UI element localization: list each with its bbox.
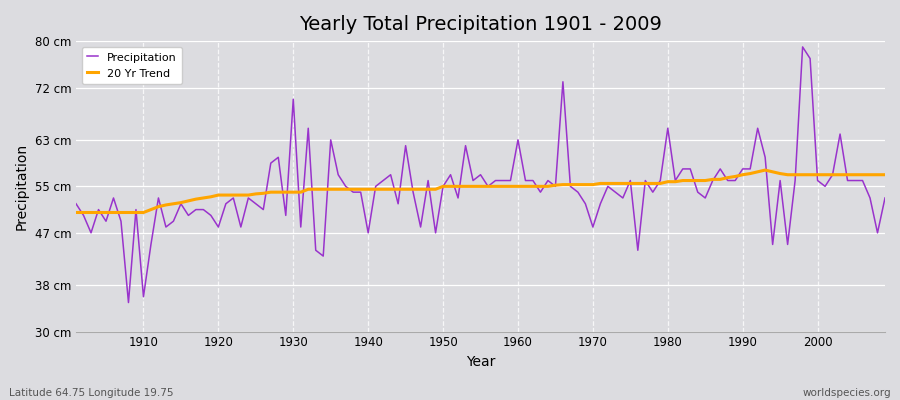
Precipitation: [70, 201, 81, 206]
Precipitation: [797, 44, 808, 49]
20 Yr Trend: [295, 190, 306, 194]
Line: 20 Yr Trend: 20 Yr Trend: [76, 170, 885, 212]
Legend: Precipitation, 20 Yr Trend: Precipitation, 20 Yr Trend: [82, 47, 183, 84]
Line: Precipitation: Precipitation: [76, 47, 885, 302]
20 Yr Trend: [505, 184, 516, 189]
Y-axis label: Precipitation: Precipitation: [15, 143, 29, 230]
Precipitation: [879, 196, 890, 200]
20 Yr Trend: [513, 184, 524, 189]
Title: Yearly Total Precipitation 1901 - 2009: Yearly Total Precipitation 1901 - 2009: [299, 15, 662, 34]
Precipitation: [123, 300, 134, 305]
Precipitation: [138, 294, 148, 299]
Precipitation: [302, 126, 313, 131]
20 Yr Trend: [602, 181, 613, 186]
Text: Latitude 64.75 Longitude 19.75: Latitude 64.75 Longitude 19.75: [9, 388, 174, 398]
Text: worldspecies.org: worldspecies.org: [803, 388, 891, 398]
Precipitation: [347, 190, 358, 194]
20 Yr Trend: [340, 187, 351, 192]
20 Yr Trend: [130, 210, 141, 215]
20 Yr Trend: [760, 168, 770, 172]
X-axis label: Year: Year: [466, 355, 495, 369]
20 Yr Trend: [70, 210, 81, 215]
Precipitation: [610, 190, 621, 194]
Precipitation: [520, 178, 531, 183]
20 Yr Trend: [879, 172, 890, 177]
Precipitation: [513, 138, 524, 142]
